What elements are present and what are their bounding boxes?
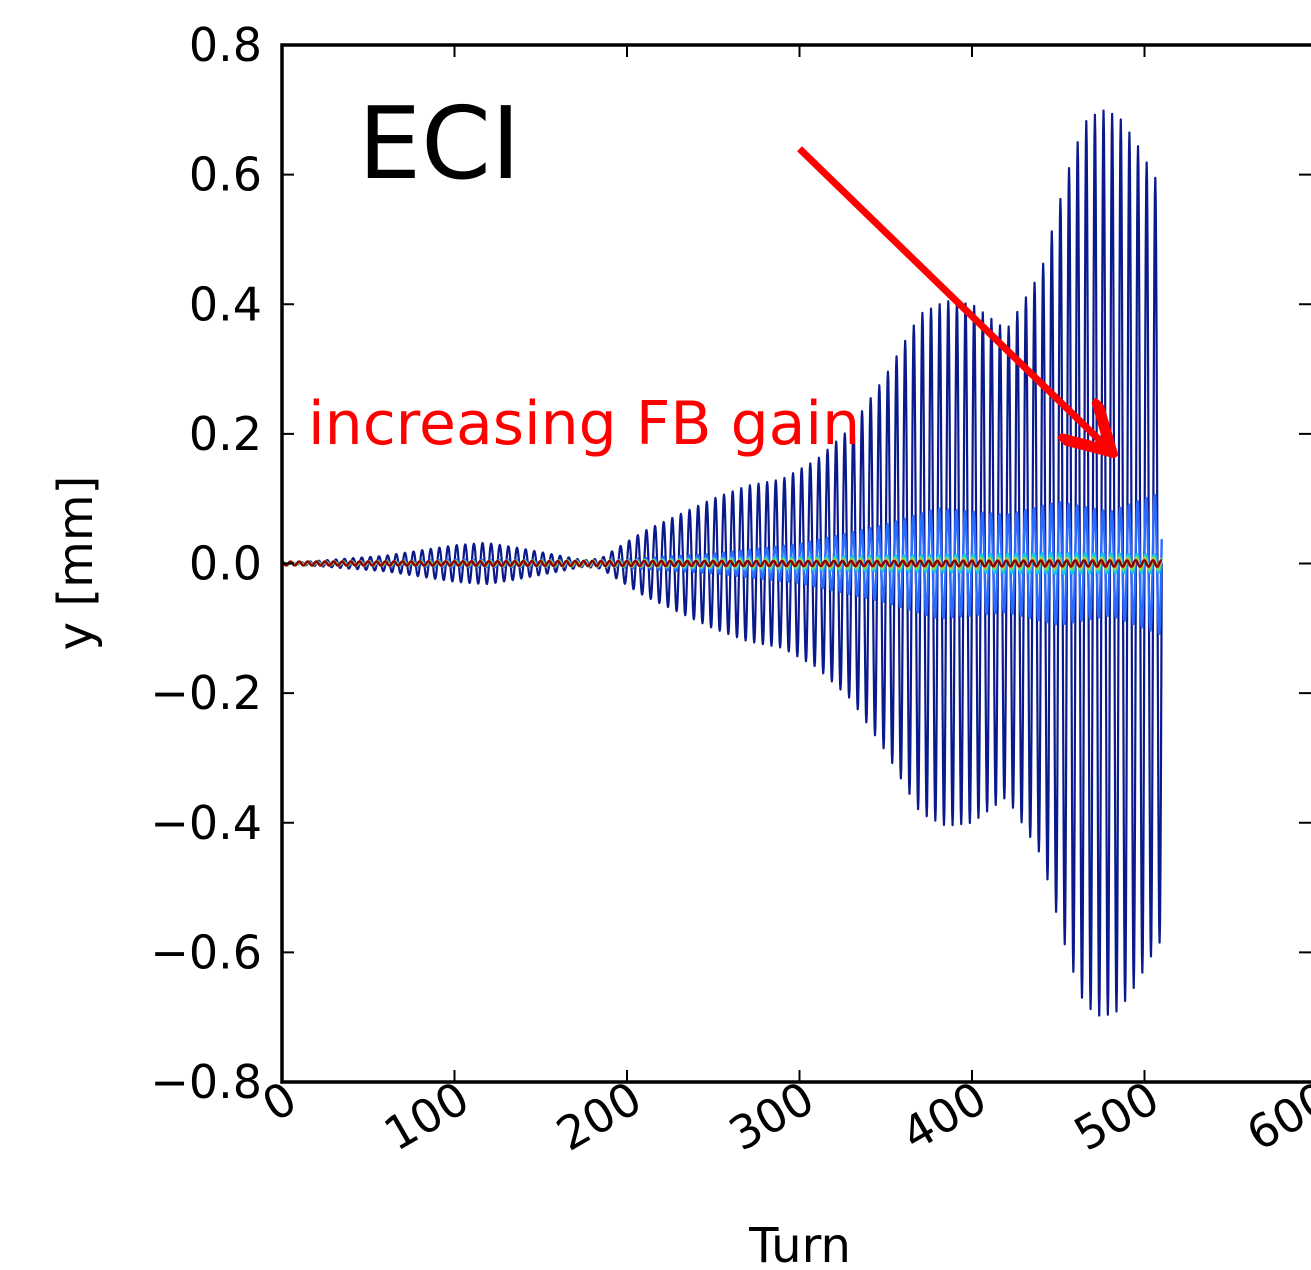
y-tick-label: 0.4	[189, 277, 262, 331]
x-axis-title: Turn	[748, 1218, 851, 1270]
plot-frame	[280, 43, 1311, 1084]
annotation-arrow	[797, 146, 1107, 447]
y-tick-label: −0.2	[150, 666, 262, 720]
y-tick-label: −0.8	[150, 1055, 262, 1109]
axis-ticks	[281, 44, 1311, 1083]
y-tick-label: 0.0	[189, 537, 262, 591]
series-line-5	[282, 559, 1163, 568]
annotation-text: increasing FB gain	[308, 389, 860, 459]
x-tick-label: 200	[547, 1071, 650, 1162]
x-tick-label: 100	[375, 1071, 478, 1162]
x-tick-label: 500	[1065, 1071, 1168, 1162]
x-tick-label: 300	[720, 1071, 823, 1162]
y-tick-label: −0.4	[150, 796, 262, 850]
x-tick-labels: 0 100 200 300 400 500 600	[253, 1071, 1311, 1162]
y-tick-label: 0.2	[189, 407, 262, 461]
data-series	[282, 109, 1163, 1017]
y-tick-labels: 0.8 0.6 0.4 0.2 0.0 −0.2 −0.4 −0.6 −0.8	[150, 18, 262, 1109]
y-tick-label: 0.8	[189, 18, 262, 72]
y-axis-title: y [mm]	[48, 476, 104, 651]
x-tick-label: 600	[1237, 1071, 1311, 1162]
panel-label: ECI	[358, 85, 521, 202]
y-tick-label: 0.6	[189, 148, 262, 202]
x-tick-label: 400	[892, 1071, 995, 1162]
y-tick-label: −0.6	[150, 925, 262, 979]
